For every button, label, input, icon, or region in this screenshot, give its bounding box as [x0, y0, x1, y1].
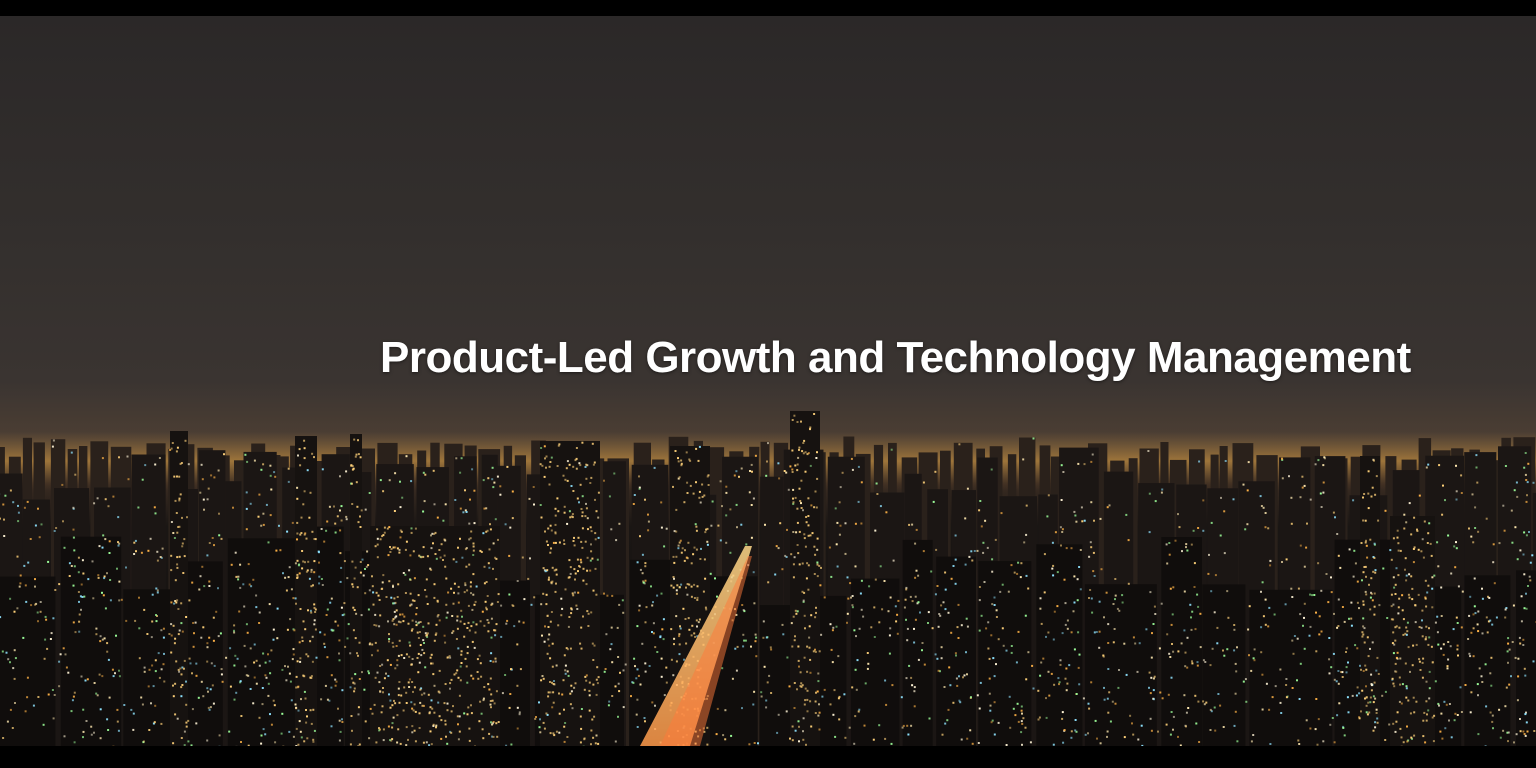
city-skyline-illustration [0, 411, 1536, 746]
city-skyline-photo [0, 16, 1536, 746]
hero-title: Product-Led Growth and Technology Manage… [380, 333, 1411, 382]
